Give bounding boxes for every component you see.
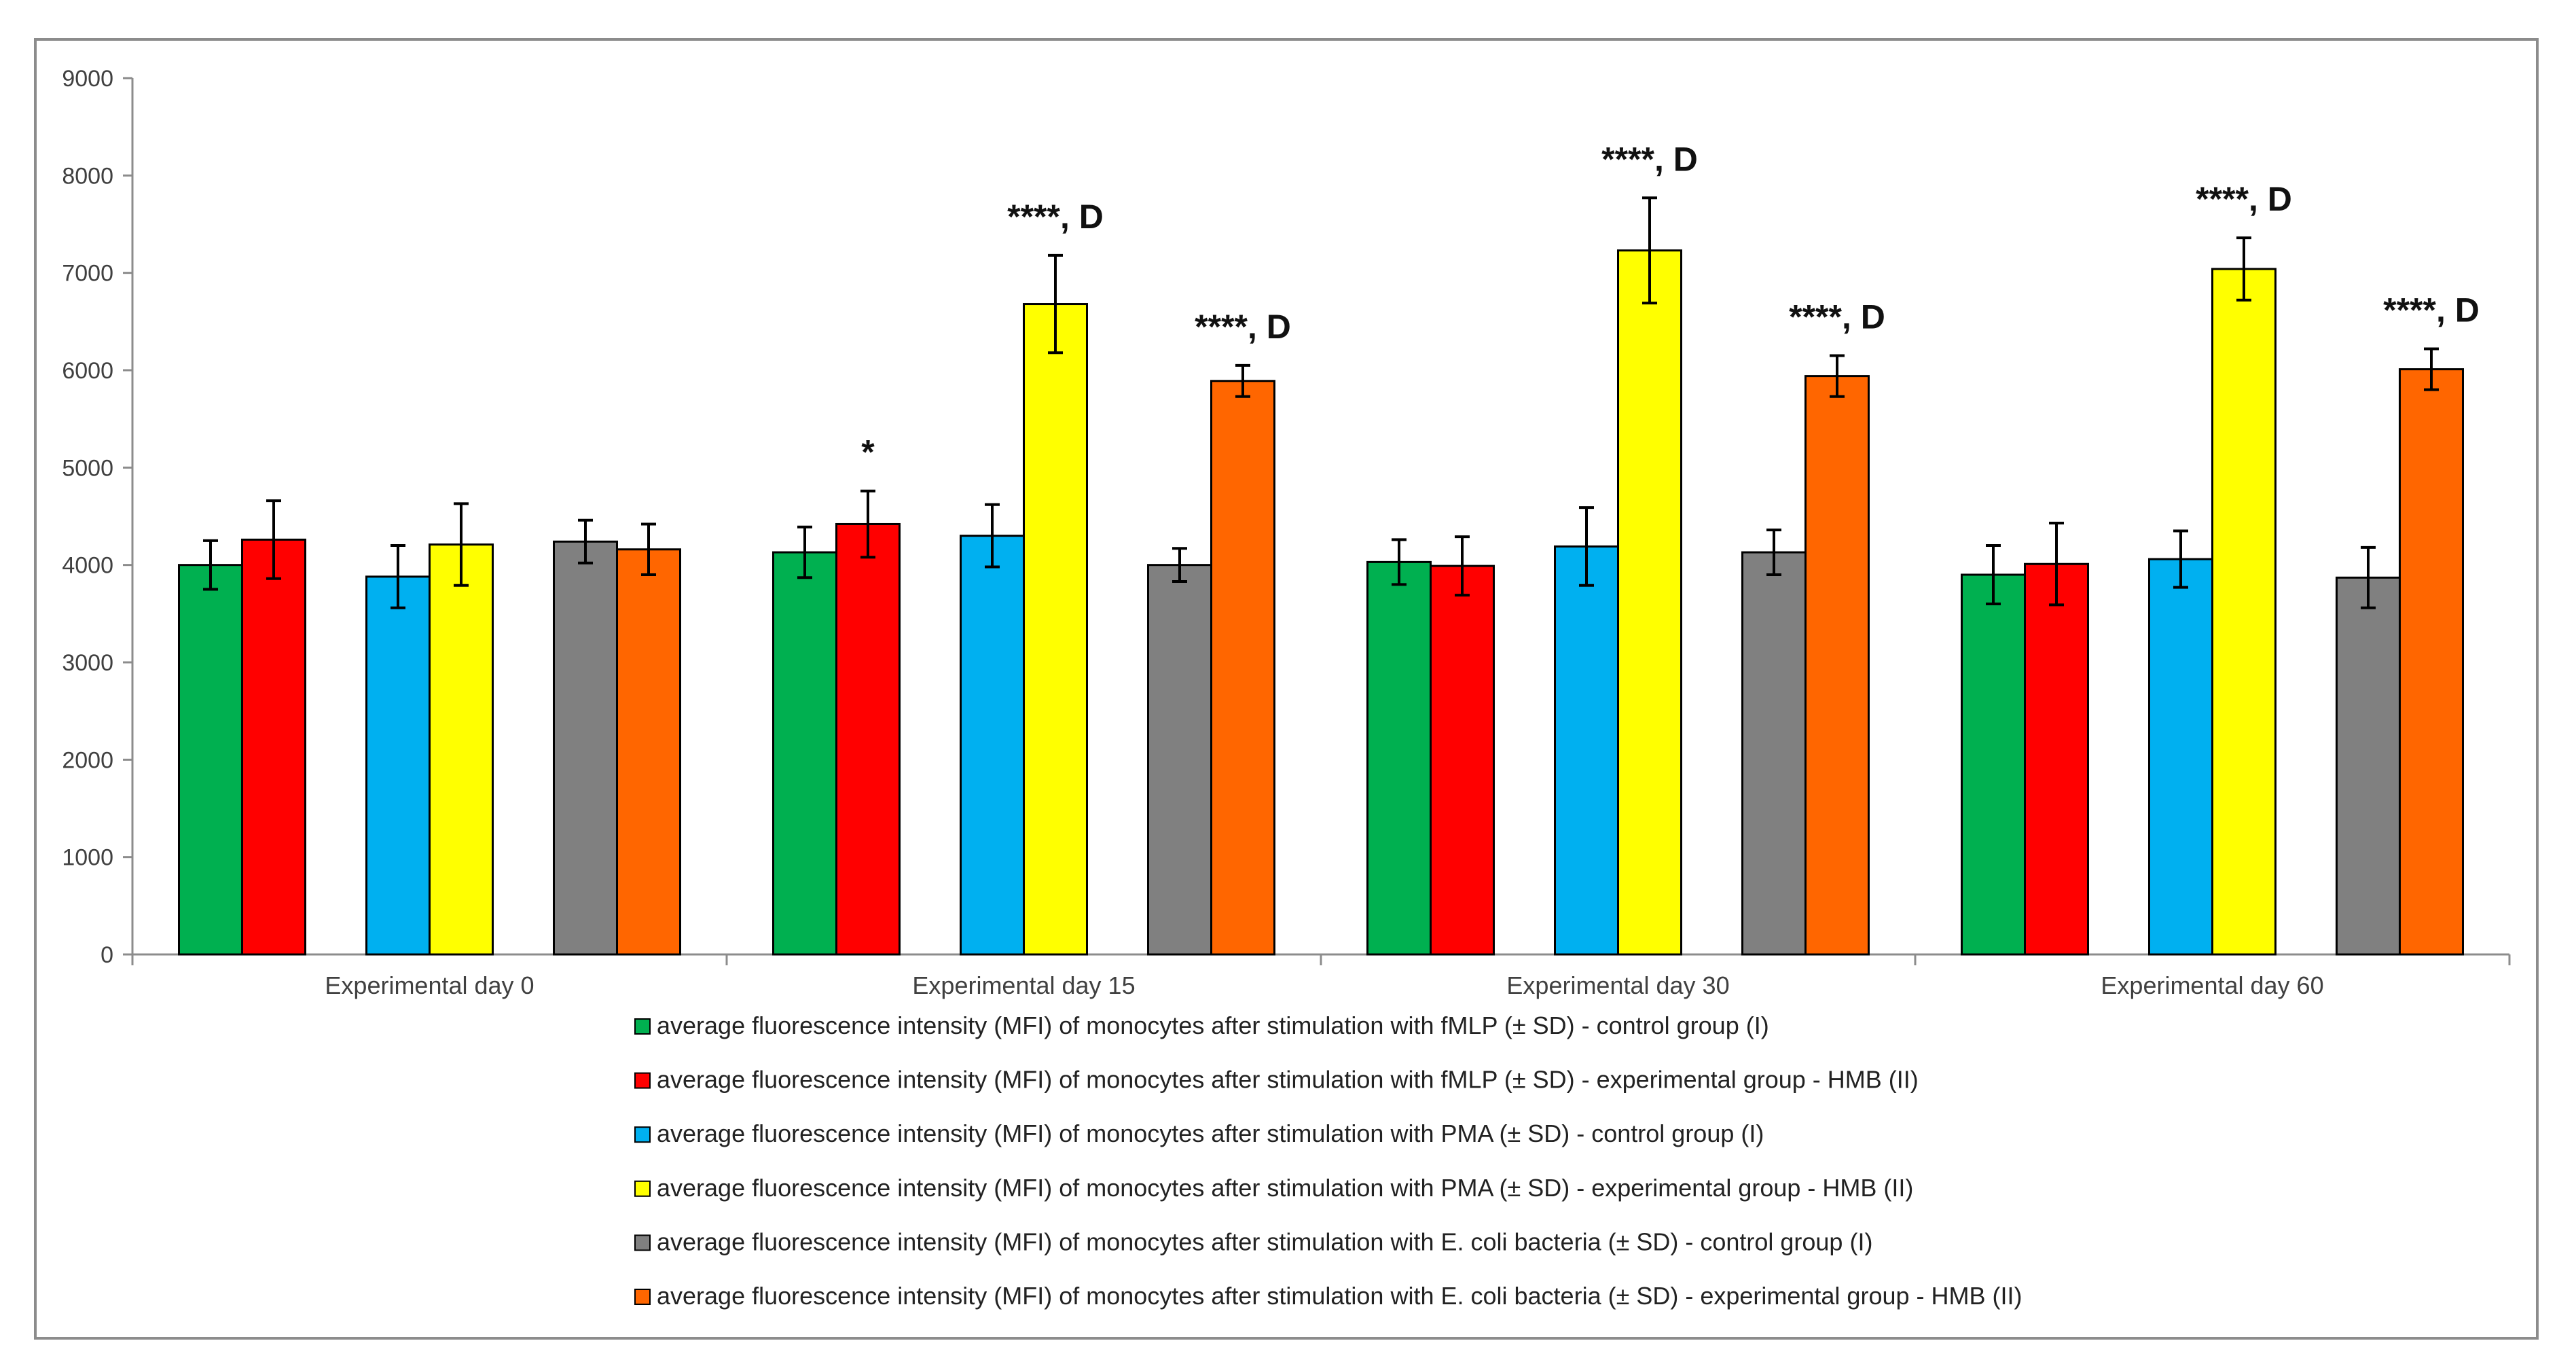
bar-experimental-day-15-series-1 xyxy=(772,551,837,956)
x-tick-label: Experimental day 0 xyxy=(325,971,534,999)
bar-experimental-day-30-series-6 xyxy=(1804,375,1870,956)
significance-label: * xyxy=(861,433,875,471)
y-tick-label: 0 xyxy=(101,942,113,968)
legend-label: average fluorescence intensity (MFI) of … xyxy=(657,1120,1764,1147)
bar-experimental-day-60-series-3 xyxy=(2148,558,2213,956)
significance-label: ****, D xyxy=(1789,298,1885,336)
bar-experimental-day-60-series-2 xyxy=(2024,562,2089,956)
bar-experimental-day-60-series-4 xyxy=(2211,268,2276,956)
y-tick-label: 3000 xyxy=(62,650,113,676)
legend-label: average fluorescence intensity (MFI) of … xyxy=(657,1012,1769,1039)
significance-label: ****, D xyxy=(2383,291,2480,329)
y-tick-label: 5000 xyxy=(62,455,113,481)
x-tick-label: Experimental day 30 xyxy=(1506,971,1729,999)
bar-experimental-day-30-series-2 xyxy=(1430,565,1495,956)
bar-experimental-day-60-series-6 xyxy=(2399,368,2464,956)
bar-experimental-day-15-series-2 xyxy=(835,522,901,956)
legend-label: average fluorescence intensity (MFI) of … xyxy=(657,1282,2022,1310)
y-tick-label: 4000 xyxy=(62,553,113,579)
y-tick-label: 1000 xyxy=(62,845,113,871)
bar-experimental-day-30-series-3 xyxy=(1554,545,1619,956)
bar-experimental-day-15-series-3 xyxy=(960,535,1025,956)
bar-experimental-day-0-series-4 xyxy=(429,543,494,956)
bar-experimental-day-60-series-1 xyxy=(1961,573,2026,956)
significance-label: ****, D xyxy=(1007,198,1104,236)
y-tick-label: 8000 xyxy=(62,163,113,189)
bar-experimental-day-60-series-5 xyxy=(2336,576,2401,956)
significance-label: ****, D xyxy=(1195,308,1291,346)
legend-swatch xyxy=(634,1180,651,1197)
y-tick-label: 9000 xyxy=(62,66,113,92)
x-tick-label: Experimental day 15 xyxy=(912,971,1135,999)
bar-experimental-day-30-series-5 xyxy=(1741,551,1807,956)
legend-swatch xyxy=(634,1289,651,1305)
bar-experimental-day-0-series-1 xyxy=(178,564,243,956)
bar-experimental-day-15-series-5 xyxy=(1147,564,1212,956)
y-tick-label: 6000 xyxy=(62,358,113,384)
bar-experimental-day-0-series-2 xyxy=(241,538,306,956)
y-tick-label: 7000 xyxy=(62,261,113,287)
legend-swatch xyxy=(634,1018,651,1035)
legend-swatch xyxy=(634,1072,651,1089)
legend-swatch xyxy=(634,1126,651,1143)
significance-label: ****, D xyxy=(2196,180,2292,218)
bar-experimental-day-30-series-4 xyxy=(1617,249,1682,956)
significance-label: ****, D xyxy=(1601,140,1698,178)
legend-swatch xyxy=(634,1234,651,1251)
bar-experimental-day-0-series-6 xyxy=(616,548,681,956)
legend-label: average fluorescence intensity (MFI) of … xyxy=(657,1174,1913,1202)
bar-experimental-day-0-series-3 xyxy=(365,575,431,956)
y-tick-label: 2000 xyxy=(62,747,113,773)
bar-experimental-day-15-series-6 xyxy=(1210,380,1275,956)
bar-experimental-day-30-series-1 xyxy=(1366,560,1432,956)
bar-experimental-day-0-series-5 xyxy=(553,540,618,956)
legend-label: average fluorescence intensity (MFI) of … xyxy=(657,1066,1919,1094)
x-tick-label: Experimental day 60 xyxy=(2101,971,2323,999)
bar-experimental-day-15-series-4 xyxy=(1023,303,1088,956)
legend-label: average fluorescence intensity (MFI) of … xyxy=(657,1228,1872,1255)
